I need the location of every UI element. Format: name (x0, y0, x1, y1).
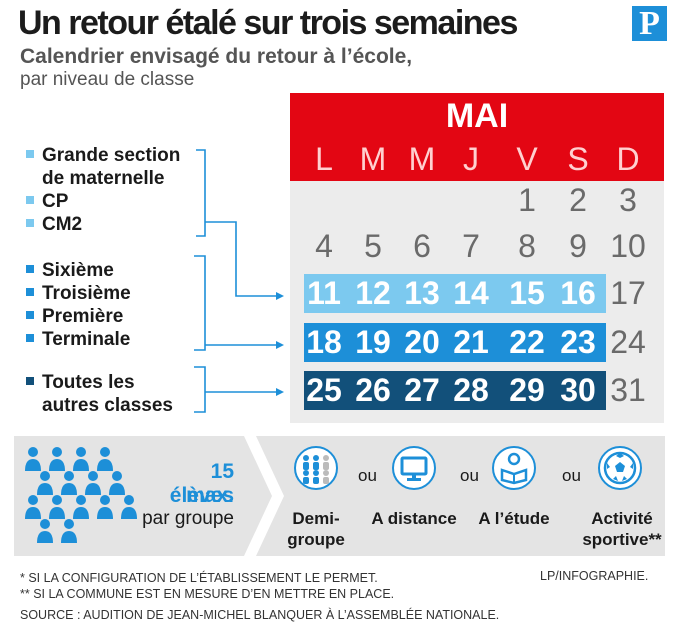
half-group-icon (294, 446, 338, 490)
legend-item: de maternelle (42, 168, 165, 189)
monitor-icon (392, 446, 436, 490)
calendar-date: 7 (462, 228, 480, 264)
page-title: Un retour étalé sur trois semaines (18, 4, 518, 42)
option-distance-label: A distance (371, 509, 457, 528)
source-note: SOURCE : AUDITION DE JEAN-MICHEL BLANQUE… (20, 608, 500, 622)
day-name: J (463, 141, 479, 177)
calendar-date: 19 (355, 324, 391, 360)
day-name: L (315, 141, 333, 177)
group-info-panel: 15 élèves max. par groupe Demi- groupe o… (14, 436, 665, 556)
month-label: MAI (445, 97, 509, 135)
calendar-date: 5 (364, 228, 382, 264)
calendar-date: 21 (453, 324, 489, 360)
legend-item: Sixième (42, 260, 114, 281)
calendar-date: 2 (569, 182, 587, 218)
legend-item: Toutes les (42, 372, 135, 393)
legend-item: Grande section (42, 145, 181, 166)
calendar-date: 18 (306, 324, 342, 360)
max-students: 15 élèves (169, 460, 234, 507)
calendar-date: 1 (518, 182, 536, 218)
calendar-date: 9 (569, 228, 587, 264)
calendar-date: 29 (509, 372, 545, 408)
calendar-date: 15 (509, 275, 545, 311)
light-blue-square-icon (26, 196, 34, 204)
legend-item: CP (42, 191, 69, 212)
calendar-date: 28 (453, 372, 489, 408)
calendar-date: 25 (306, 372, 342, 408)
or-label: ou (358, 466, 377, 485)
calendar-date: 27 (404, 372, 440, 408)
credit-label: LP/INFOGRAPHIE. (540, 569, 649, 583)
calendar-date: 26 (355, 372, 391, 408)
calendar-date: 13 (404, 275, 440, 311)
week-band-mid-blue (304, 323, 606, 362)
legend-item: Terminale (42, 329, 131, 350)
week-band-light-blue (304, 274, 606, 313)
calendar-date: 6 (413, 228, 431, 264)
legend-item: Troisième (42, 283, 131, 304)
calendar-date: 16 (560, 275, 596, 311)
calendar-date: 17 (610, 275, 646, 311)
light-blue-square-icon (26, 219, 34, 227)
subtitle-line2: par niveau de classe (20, 69, 195, 90)
day-name: M (408, 141, 436, 177)
legend-group-2: Sixième Troisième Première Terminale (26, 259, 131, 351)
calendar-header: MAI L M M J V S D (290, 93, 664, 181)
week-band-dark-blue (304, 371, 606, 410)
le-parisien-logo: P (632, 6, 667, 42)
day-name: S (567, 141, 589, 177)
legend-item: CM2 (42, 214, 83, 235)
option-study-label: A l’étude (478, 509, 550, 528)
legend-item: Première (42, 306, 124, 327)
mid-blue-square-icon (26, 265, 34, 273)
day-name: M (359, 141, 387, 177)
subtitle: Calendrier envisagé du retour à l’école, (20, 45, 413, 68)
calendar-date: 4 (315, 228, 333, 264)
footnote-1: * SI LA CONFIGURATION DE L’ÉTABLISSEMENT… (20, 571, 378, 585)
calendar-date: 3 (619, 182, 637, 218)
day-name: V (516, 141, 538, 177)
chevron-right-icon (244, 436, 284, 556)
day-name: D (616, 141, 640, 177)
calendar-date: 31 (610, 372, 646, 408)
calendar-date: 24 (610, 324, 646, 360)
may-calendar: MAI L M M J V S D 1 2 3 4 5 6 7 8 9 10 1… (290, 93, 664, 423)
legend-item: autres classes (42, 395, 173, 416)
mid-blue-square-icon (26, 334, 34, 342)
calendar-date: 22 (509, 324, 545, 360)
or-label: ou (562, 466, 581, 485)
calendar-date: 14 (453, 275, 489, 311)
legend-group-1: Grande section de maternelle CP CM2 (26, 144, 180, 236)
reading-student-icon (492, 446, 536, 490)
calendar-date: 30 (560, 372, 596, 408)
calendar-date: 8 (518, 228, 536, 264)
mid-blue-square-icon (26, 311, 34, 319)
calendar-date: 12 (355, 275, 391, 311)
calendar-date: 20 (404, 324, 440, 360)
option-sport-label: Activité sportive** (582, 509, 662, 549)
light-blue-square-icon (26, 150, 34, 158)
calendar-date: 11 (307, 275, 341, 311)
calendar-date: 10 (610, 228, 646, 264)
option-half-group-label: Demi- groupe (287, 509, 345, 549)
dark-blue-square-icon (26, 377, 34, 385)
or-label: ou (460, 466, 479, 485)
legend-group-3: Toutes les autres classes (26, 371, 173, 417)
students-group-icon (25, 447, 137, 543)
soccer-ball-icon (598, 446, 642, 490)
footnote-2: ** SI LA COMMUNE EST EN MESURE D’EN METT… (20, 587, 395, 601)
max-label: max. (186, 484, 234, 507)
per-group-label: par groupe (142, 508, 234, 529)
calendar-date: 23 (560, 324, 596, 360)
mid-blue-square-icon (26, 288, 34, 296)
